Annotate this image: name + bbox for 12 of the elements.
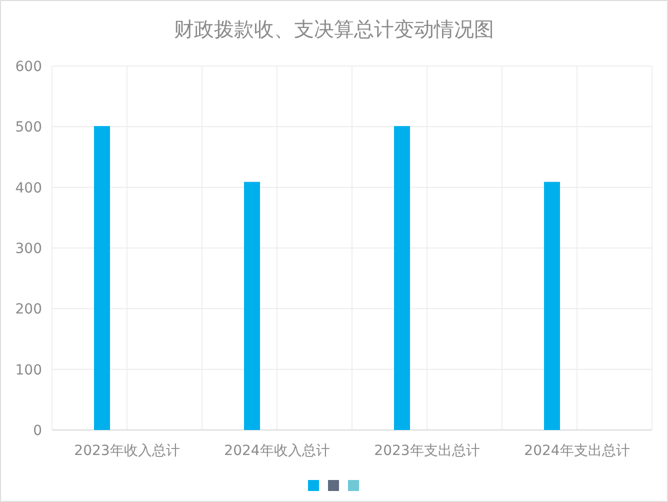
- x-tick-label: 2023年收入总计: [74, 443, 180, 459]
- y-tick-label: 500: [15, 120, 42, 136]
- y-tick-label: 300: [15, 241, 42, 257]
- y-tick-label: 200: [15, 302, 42, 318]
- chart-title: 财政拨款收、支决算总计变动情况图: [174, 17, 494, 41]
- y-tick-label: 100: [15, 362, 42, 378]
- x-tick-label: 2024年收入总计: [224, 443, 330, 459]
- x-tick-label: 2024年支出总计: [524, 443, 630, 459]
- y-tick-label: 0: [33, 423, 42, 439]
- y-tick-label: 400: [15, 180, 42, 196]
- x-tick-label: 2023年支出总计: [374, 443, 480, 459]
- y-tick-label: 600: [15, 59, 42, 75]
